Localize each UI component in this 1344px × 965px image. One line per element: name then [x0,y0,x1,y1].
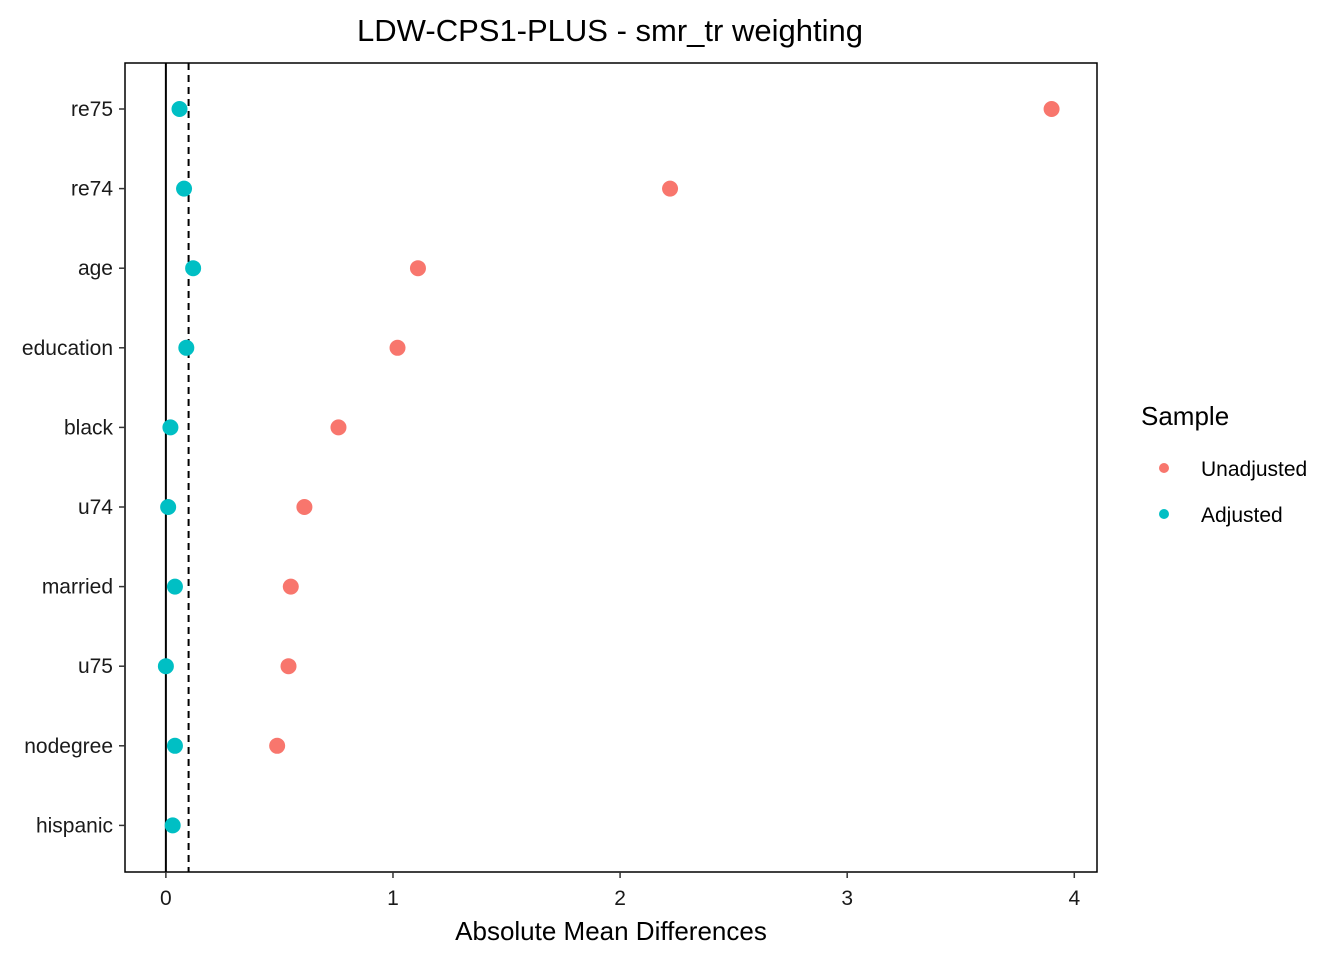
point-adjusted-u75 [157,658,174,675]
legend-items: Unadjusted Adjusted [1159,458,1307,527]
y-tick-label-married: married [42,576,113,599]
x-tick-label-0: 0 [160,887,172,910]
point-adjusted-black [162,419,179,436]
x-axis: 0 1 2 3 4 [160,872,1080,910]
x-tick-label-4: 4 [1068,887,1080,910]
legend: Sample Unadjusted Adjusted [1141,401,1307,527]
legend-title: Sample [1141,401,1229,431]
point-adjusted-married [166,578,183,595]
legend-label-adjusted: Adjusted [1201,504,1283,527]
y-tick-label-re75: re75 [71,98,113,121]
y-tick-label-re74: re74 [71,178,113,201]
point-unadjusted-married [282,578,299,595]
point-adjusted-age [185,260,202,277]
plot-panel [124,62,1098,873]
x-axis-title: Absolute Mean Differences [455,916,767,946]
point-adjusted-u74 [160,499,177,515]
y-tick-label-nodegree: nodegree [24,735,113,758]
point-unadjusted-re74 [662,180,679,197]
point-unadjusted-re75 [1043,101,1060,117]
point-adjusted-re74 [176,180,193,197]
point-adjusted-nodegree [166,737,183,754]
y-tick-label-hispanic: hispanic [36,814,113,837]
point-unadjusted-education [389,339,406,356]
y-axis: re75 re74 age education black u74 married u75 no… [22,98,125,837]
y-tick-label-education: education [22,337,113,360]
x-tick-label-1: 1 [387,887,399,910]
reference-lines [164,63,190,872]
legend-key-unadjusted [1159,463,1169,473]
data-points [157,101,1060,834]
y-tick-label-u75: u75 [78,655,113,678]
y-tick-label-u74: u74 [78,496,113,519]
point-unadjusted-black [330,419,347,436]
point-adjusted-education [178,339,195,356]
point-unadjusted-age [409,260,426,277]
point-unadjusted-u75 [280,658,297,675]
y-tick-label-black: black [64,416,114,439]
y-tick-label-age: age [78,257,113,280]
point-adjusted-hispanic [164,817,181,834]
x-tick-label-3: 3 [841,887,853,910]
point-unadjusted-u74 [296,499,313,515]
legend-label-unadjusted: Unadjusted [1201,458,1307,481]
x-tick-label-2: 2 [614,887,626,910]
point-adjusted-re75 [171,101,188,117]
legend-key-adjusted [1159,509,1169,519]
point-unadjusted-nodegree [269,737,286,754]
chart-title: LDW-CPS1-PLUS - smr_tr weighting [357,13,863,48]
